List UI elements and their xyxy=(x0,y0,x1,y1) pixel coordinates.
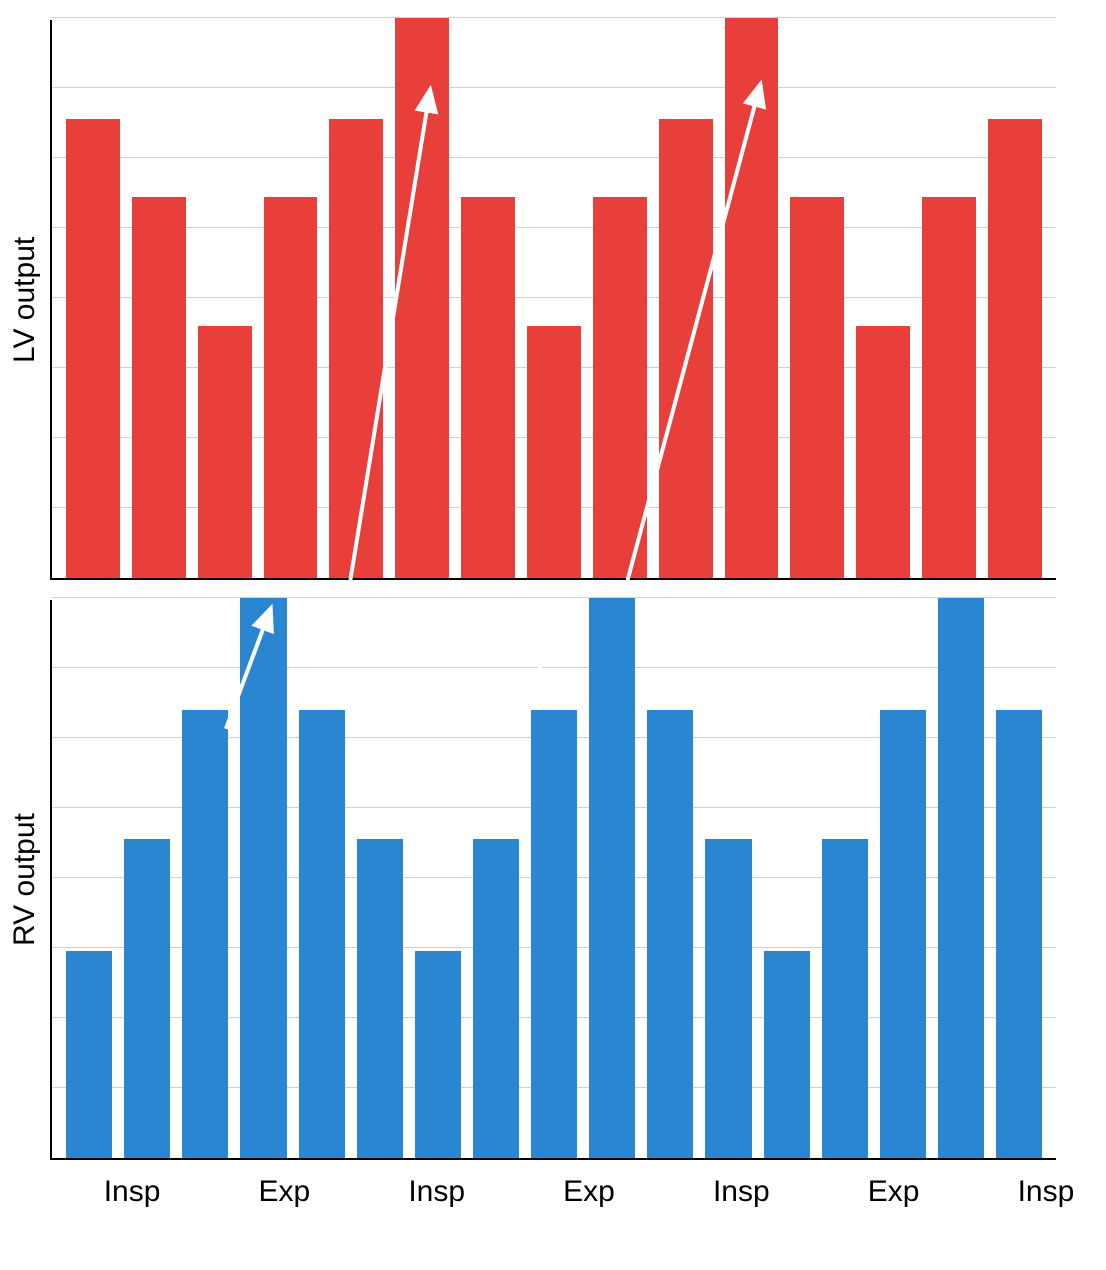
bottom-bar xyxy=(531,710,577,1158)
top-bar xyxy=(395,18,449,578)
top-bar xyxy=(725,18,779,578)
x-axis-label: Insp xyxy=(701,1175,781,1209)
top-bar xyxy=(922,197,976,578)
top-bar xyxy=(527,326,581,578)
x-axis-label: Insp xyxy=(92,1175,172,1209)
bottom-bar xyxy=(473,839,519,1158)
top-bar xyxy=(659,119,713,578)
top-bar xyxy=(66,119,120,578)
bottom-bar xyxy=(822,839,868,1158)
rv-output-chart: RV output xyxy=(0,600,1056,1160)
top-bar xyxy=(461,197,515,578)
bottom-bar xyxy=(764,951,810,1158)
bottom-bar xyxy=(996,710,1042,1158)
bottom-bar xyxy=(705,839,751,1158)
x-axis-label: Exp xyxy=(854,1175,934,1209)
top-bar xyxy=(198,326,252,578)
gridline xyxy=(52,17,1056,18)
top-bar xyxy=(988,119,1042,578)
bottom-bar xyxy=(66,951,112,1158)
bottom-bar xyxy=(415,951,461,1158)
rv-y-axis-label: RV output xyxy=(0,600,50,1160)
x-axis-label: Exp xyxy=(244,1175,324,1209)
top-bar xyxy=(856,326,910,578)
bottom-bar xyxy=(182,710,228,1158)
bottom-bar xyxy=(589,598,635,1158)
bottom-bar xyxy=(938,598,984,1158)
bottom-bar xyxy=(357,839,403,1158)
top-bar xyxy=(264,197,318,578)
x-axis-label: Insp xyxy=(397,1175,477,1209)
lv-y-axis-label: LV output xyxy=(0,20,50,580)
top-bar xyxy=(329,119,383,578)
bottom-bar xyxy=(240,598,286,1158)
top-bar xyxy=(593,197,647,578)
x-axis-label: Exp xyxy=(549,1175,629,1209)
bottom-bar xyxy=(647,710,693,1158)
bottom-bar xyxy=(124,839,170,1158)
gridline xyxy=(52,597,1056,598)
lv-chart-area xyxy=(50,20,1056,580)
bottom-bar xyxy=(880,710,926,1158)
top-bar xyxy=(132,197,186,578)
top-bar xyxy=(790,197,844,578)
x-axis-label: Insp xyxy=(1006,1175,1086,1209)
rv-bars-container xyxy=(52,600,1056,1158)
bottom-bar xyxy=(299,710,345,1158)
lv-output-chart: LV output xyxy=(0,20,1056,580)
lv-bars-container xyxy=(52,20,1056,578)
rv-chart-area xyxy=(50,600,1056,1160)
